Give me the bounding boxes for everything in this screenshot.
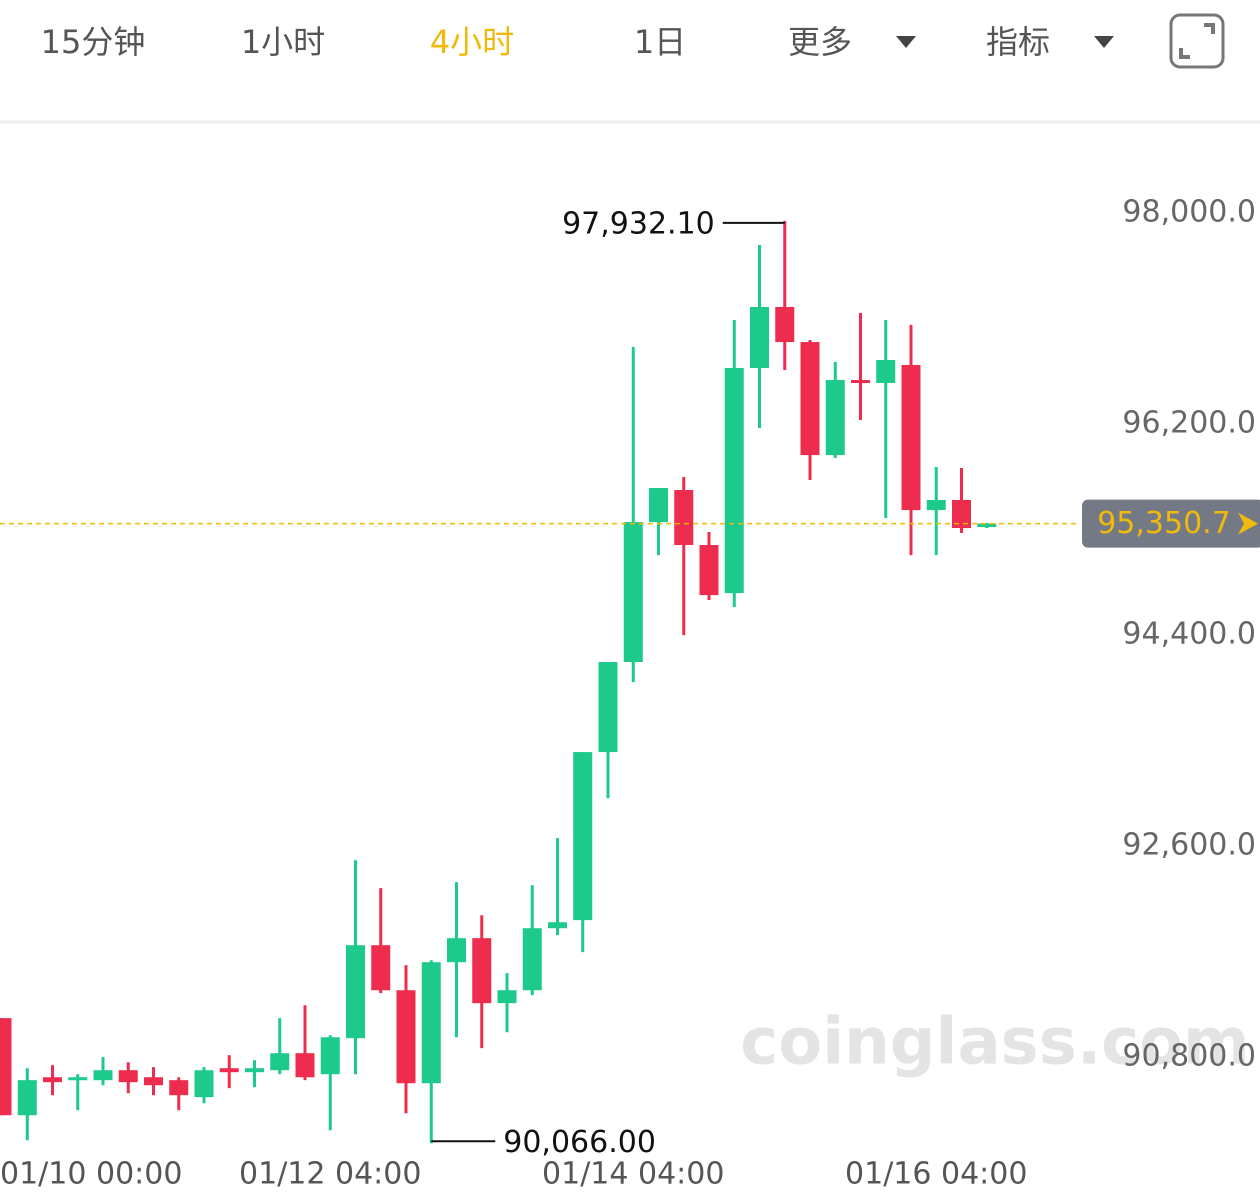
expand-button[interactable] [1169, 13, 1225, 69]
x-tick-label: 01/10 00:00 [0, 1157, 182, 1192]
candle-body [118, 1070, 138, 1083]
x-tick-label: 01/14 04:00 [542, 1157, 724, 1192]
candle-body [93, 1070, 113, 1081]
x-tick-label: 01/16 04:00 [845, 1157, 1027, 1192]
candle-body [68, 1077, 88, 1081]
candle-body [674, 490, 694, 546]
candle-body [876, 359, 896, 383]
candle-body [17, 1080, 37, 1116]
candle-body [346, 945, 365, 1039]
last-price-box [1082, 499, 1260, 548]
watermark: coinglass.com [740, 1006, 1249, 1080]
candle-body [472, 938, 492, 1004]
y-tick-label: 90,800.0 [1122, 1039, 1256, 1074]
candle-body [573, 752, 593, 921]
x-tick-label: 01/12 04:00 [239, 1157, 421, 1192]
candle-body [926, 499, 946, 511]
candle-body [977, 523, 997, 528]
candle-body [952, 499, 971, 529]
candle-body [245, 1068, 264, 1073]
candle-body [724, 367, 744, 594]
candle-body [775, 306, 795, 343]
candle-body [219, 1068, 239, 1073]
candle-body [699, 545, 719, 596]
candle-body [396, 990, 416, 1084]
y-tick-label: 94,400.0 [1122, 617, 1256, 652]
candle-body [421, 962, 441, 1084]
candle-body [43, 1077, 62, 1083]
tab[interactable]: 1日 [634, 23, 686, 61]
candle-body [598, 662, 618, 753]
candle-body [825, 380, 845, 456]
tab[interactable]: 更多 [788, 23, 852, 61]
candle-body [851, 380, 870, 384]
candle-body [0, 1018, 12, 1116]
tab[interactable]: 1小时 [241, 23, 325, 61]
dropdown-arrow[interactable] [896, 36, 916, 48]
candle-body [371, 945, 391, 991]
y-tick-label: 92,600.0 [1122, 828, 1256, 863]
y-tick-label: 96,200.0 [1122, 406, 1256, 441]
candle-body [194, 1070, 214, 1098]
last-price-label: 95,350.7 [1097, 506, 1231, 541]
candle-body [649, 488, 668, 523]
tab[interactable]: 15分钟 [41, 23, 146, 61]
candle-body [295, 1053, 315, 1078]
candle-body [522, 928, 542, 991]
dropdown-arrow[interactable] [1094, 36, 1114, 48]
candle-body [548, 922, 567, 929]
candle-body [623, 522, 643, 663]
candle-body [800, 342, 820, 456]
last-price-arrow [1238, 512, 1258, 535]
candle-body [270, 1053, 290, 1071]
tab[interactable]: 指标 [986, 23, 1050, 61]
low-label: 90,066.00 [503, 1125, 656, 1160]
candle-body [497, 990, 517, 1004]
candle-body [169, 1080, 189, 1096]
candle-body [144, 1077, 163, 1086]
high-label: 97,932.10 [562, 206, 715, 241]
candle-body [750, 306, 769, 368]
tab[interactable]: 4小时 [430, 23, 514, 61]
candle-body [320, 1037, 340, 1075]
y-tick-label: 98,000.0 [1122, 194, 1256, 229]
candle-body [901, 365, 921, 511]
candle-body [447, 938, 466, 963]
